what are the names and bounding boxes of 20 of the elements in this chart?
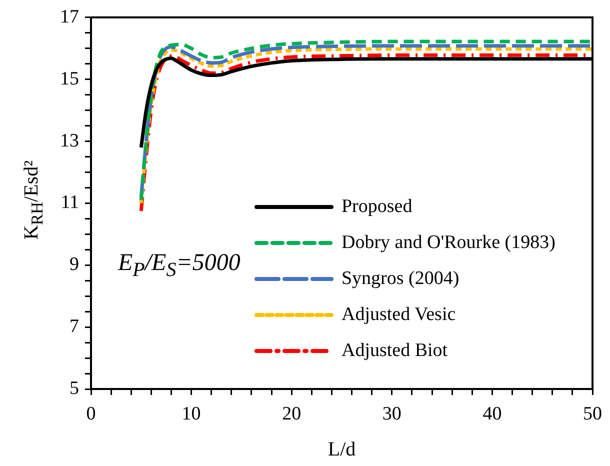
y-tick-label: 9 [70, 254, 79, 276]
x-tick-label: 20 [282, 403, 302, 424]
y-tick-label: 5 [70, 378, 79, 399]
legend-label: Adjusted Biot [341, 340, 448, 361]
y-tick-label: 11 [60, 192, 79, 214]
y-tick-label: 13 [60, 130, 79, 152]
x-tick-label: 10 [182, 403, 201, 424]
x-tick-label: 40 [482, 403, 502, 424]
x-tick-label: 50 [583, 403, 602, 424]
y-tick-label: 7 [70, 316, 79, 338]
x-tick-label: 30 [382, 403, 402, 424]
legend-label: Adjusted Vesic [341, 304, 456, 325]
legend-label: Proposed [341, 196, 413, 217]
x-axis-title: L/d [328, 438, 356, 460]
y-tick-label: 17 [60, 6, 79, 28]
legend-label: Syngros (2004) [341, 268, 460, 289]
annotation: E$_{P}$/E$_{S}$=5000 [118, 250, 240, 282]
y-tick-label: 15 [60, 68, 79, 90]
x-tick-label: 0 [86, 403, 96, 424]
legend-label: Dobry and O'Rourke (1983) [341, 232, 556, 253]
